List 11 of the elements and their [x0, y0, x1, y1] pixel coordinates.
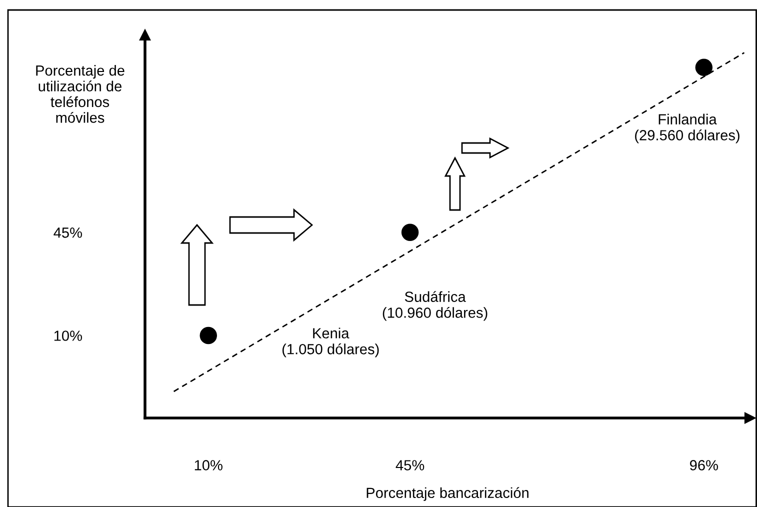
point [695, 58, 713, 76]
annotation: Kenia (1.050 dólares) [282, 328, 379, 358]
x-tick-label: 45% [396, 460, 424, 470]
annotation: Sudáfrica (10.960 dólares) [382, 291, 488, 321]
x-tick-label: 10% [194, 460, 222, 470]
x-tick-label: 96% [690, 460, 718, 470]
x-axis-title: Porcentaje bancarización [366, 487, 528, 501]
y-axis-title: Porcentaje de utilización de teléfonos móviles [36, 65, 124, 123]
point [200, 326, 217, 344]
annotation: Finlandia (29.560 dólares) [635, 114, 740, 144]
point [401, 224, 419, 242]
